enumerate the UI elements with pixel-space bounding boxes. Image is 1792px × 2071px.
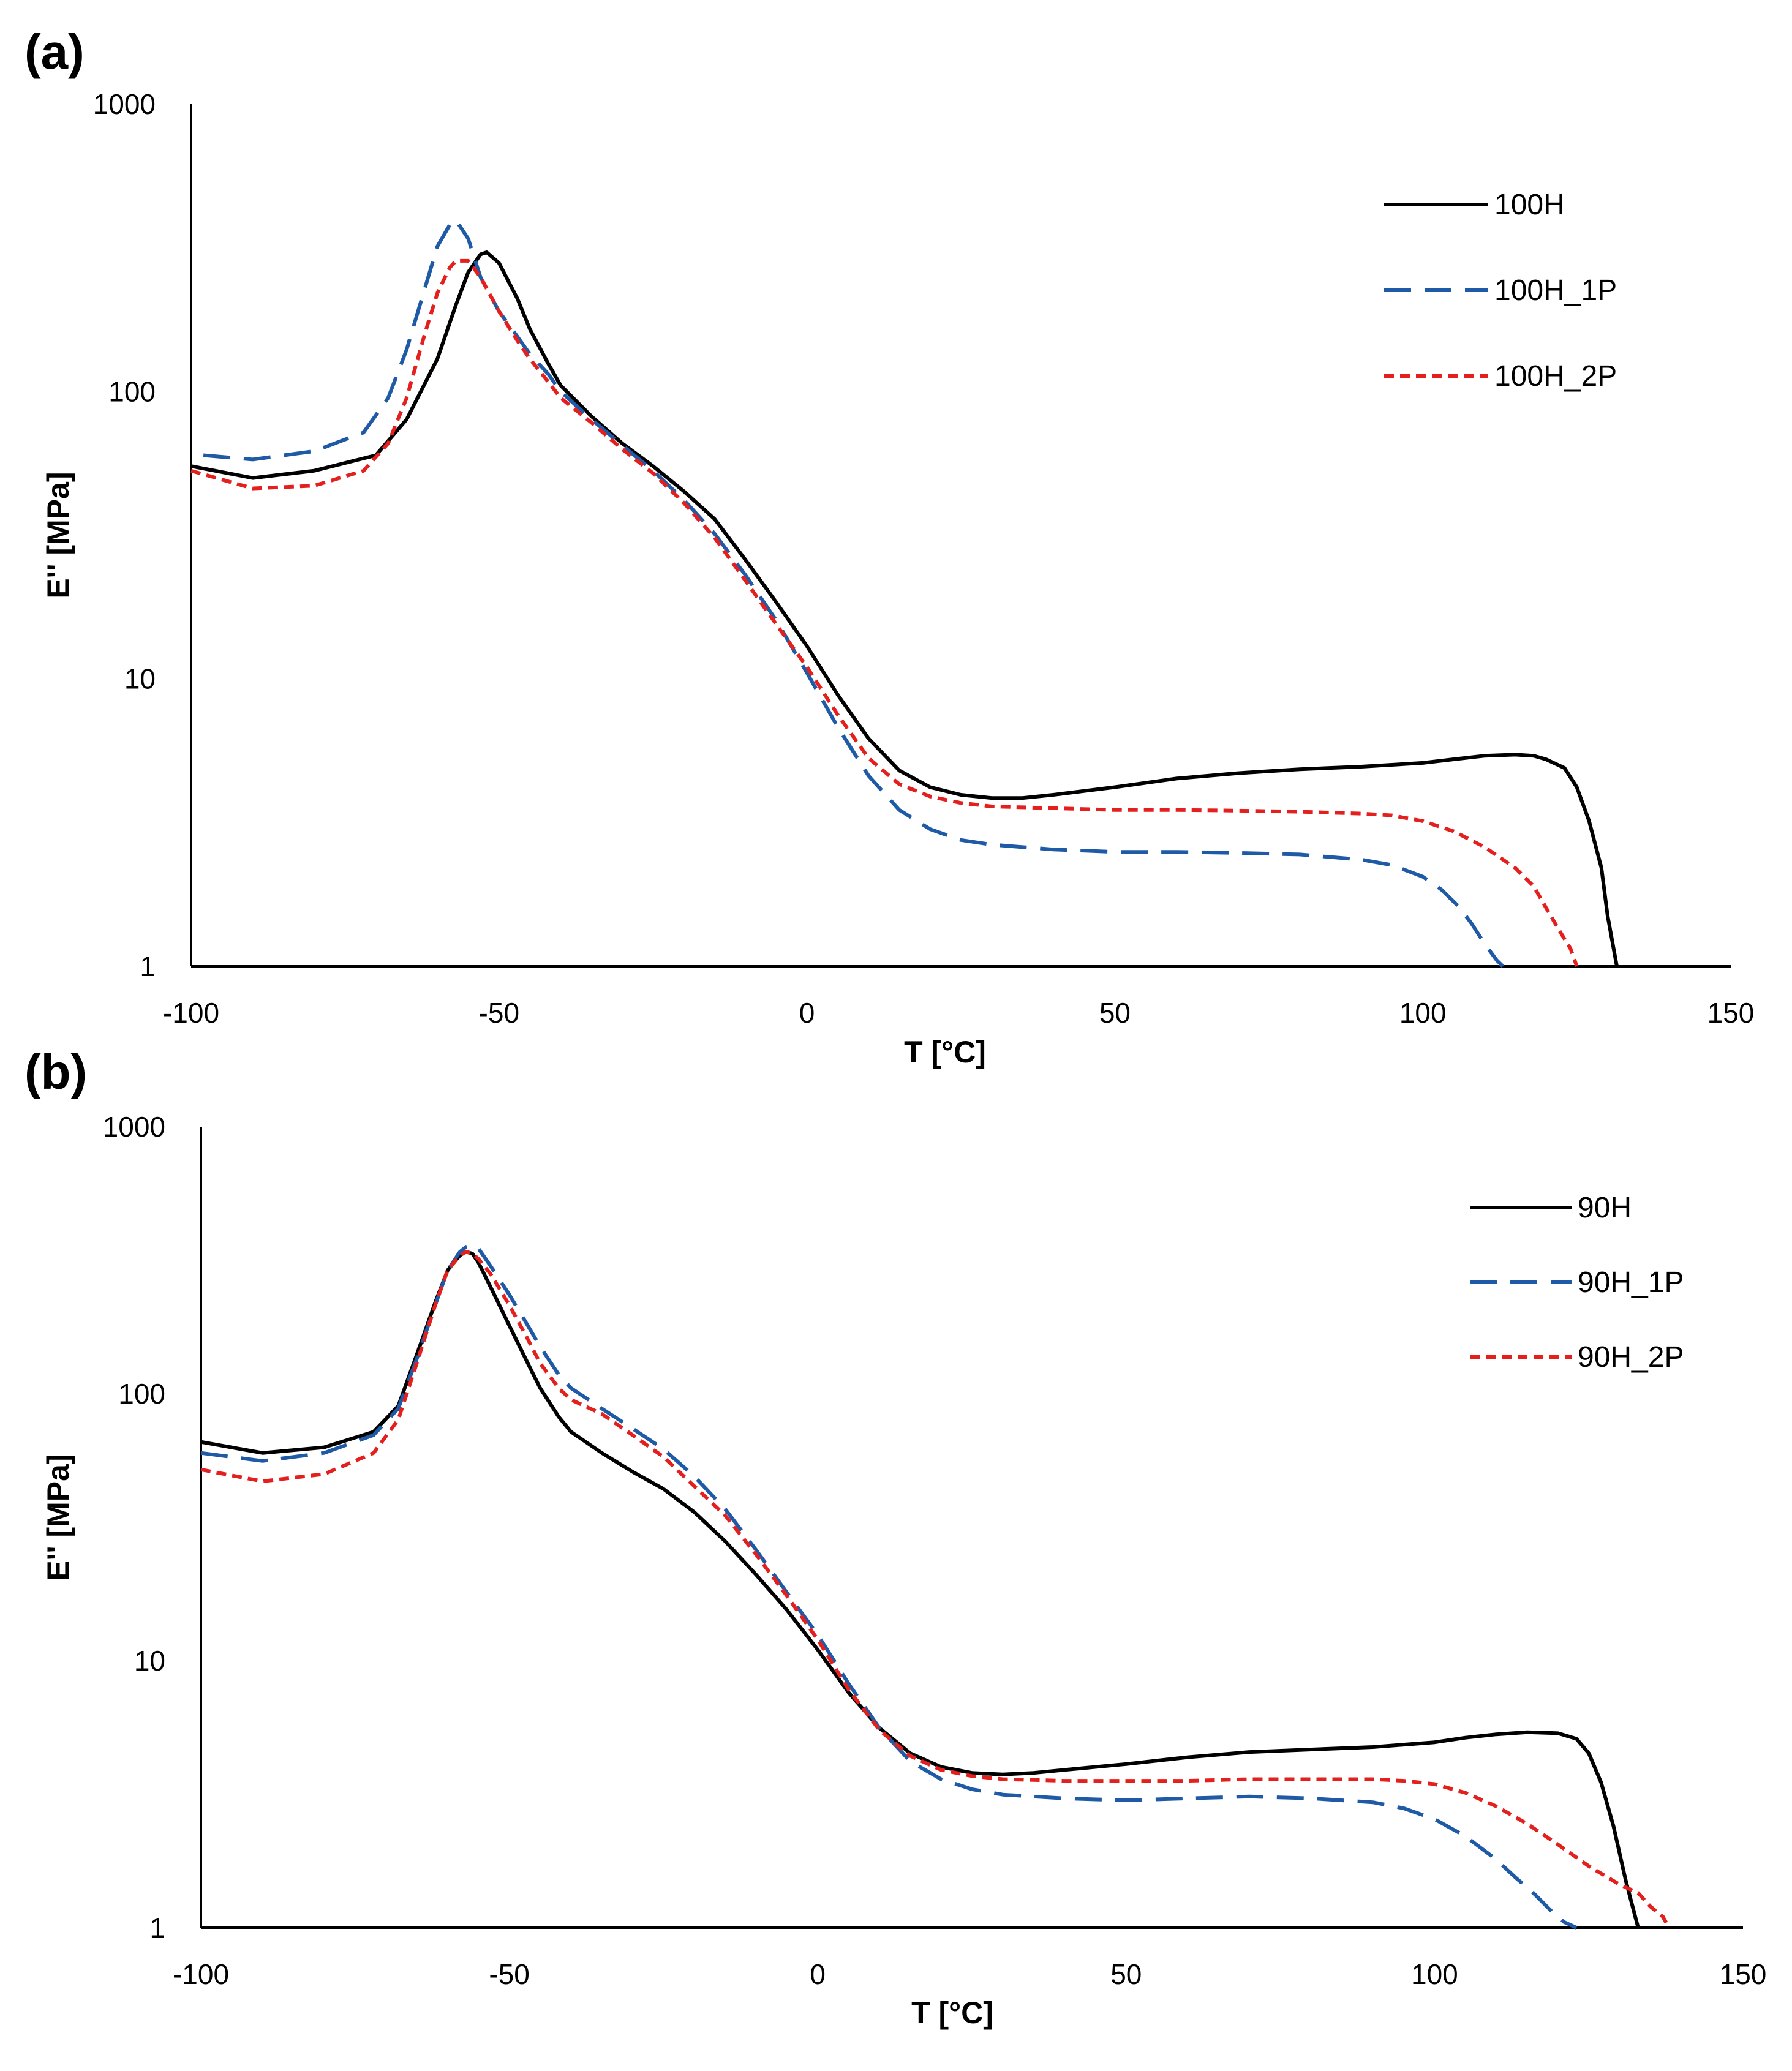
series-line-90h bbox=[200, 1250, 1640, 1928]
x-tick-label: -100 bbox=[163, 997, 219, 1029]
legend-label: 100H_1P bbox=[1494, 274, 1617, 307]
legend-label: 90H_1P bbox=[1578, 1266, 1684, 1299]
y-tick-label: 100 bbox=[118, 1378, 165, 1410]
legend-label: 100H bbox=[1494, 189, 1565, 221]
legend-item: 100H_1P bbox=[1384, 274, 1617, 307]
legend-item: 90H_1P bbox=[1470, 1266, 1684, 1299]
series-layer bbox=[200, 1243, 1671, 1930]
chart-panel-b: (b) -100 -50 0 50 100 150 1 10 100 1000 … bbox=[24, 1045, 1766, 2030]
x-axis-title: T [°C] bbox=[904, 1035, 986, 1069]
series-line-100h-2p bbox=[190, 258, 1579, 968]
chart-panel-a: (a) -100 -50 0 50 100 150 1 10 100 1000 … bbox=[24, 24, 1754, 1069]
x-axis-title: T [°C] bbox=[911, 1996, 993, 2030]
legend-item: 100H bbox=[1384, 189, 1565, 221]
series-line-100h-1p bbox=[203, 218, 1505, 968]
series-line-90h-1p bbox=[200, 1243, 1578, 1930]
legend-label: 90H_2P bbox=[1578, 1341, 1684, 1374]
legend-item: 100H_2P bbox=[1384, 360, 1617, 393]
x-tick-label: 100 bbox=[1411, 1958, 1458, 1990]
y-tick-label: 10 bbox=[134, 1645, 165, 1677]
x-tick-label: -50 bbox=[479, 997, 519, 1029]
legend-label: 100H_2P bbox=[1494, 360, 1617, 393]
x-tick-label: 100 bbox=[1399, 997, 1447, 1029]
x-tick-label: 50 bbox=[1110, 1958, 1142, 1990]
series-line-90h-2p bbox=[200, 1250, 1671, 1929]
x-tick-label: 150 bbox=[1707, 997, 1755, 1029]
x-tick-label: 150 bbox=[1720, 1958, 1767, 1990]
y-tick-label: 1 bbox=[140, 950, 156, 982]
y-axis-title: E'' [MPa] bbox=[41, 1454, 75, 1581]
legend-item: 90H_2P bbox=[1470, 1341, 1684, 1374]
x-tick-label: 0 bbox=[810, 1958, 826, 1990]
legend-item: 90H bbox=[1470, 1192, 1632, 1224]
x-tick-label: -100 bbox=[173, 1958, 229, 1990]
x-tick-label: -50 bbox=[489, 1958, 529, 1990]
y-axis-title: E'' [MPa] bbox=[41, 472, 75, 598]
y-tick-label: 1000 bbox=[103, 1111, 165, 1143]
series-layer bbox=[190, 218, 1619, 968]
y-tick-label: 100 bbox=[108, 375, 156, 407]
y-tick-label: 1000 bbox=[93, 88, 156, 120]
legend: 90H 90H_1P 90H_2P bbox=[1470, 1192, 1684, 1374]
x-tick-label: 0 bbox=[799, 997, 815, 1029]
series-line-100h bbox=[190, 250, 1619, 967]
x-tick-label: 50 bbox=[1099, 997, 1131, 1029]
legend: 100H 100H_1P 100H_2P bbox=[1384, 189, 1617, 393]
panel-label: (a) bbox=[24, 24, 85, 79]
y-tick-label: 1 bbox=[149, 1912, 165, 1944]
y-tick-label: 10 bbox=[124, 663, 156, 695]
panel-label: (b) bbox=[24, 1045, 87, 1099]
legend-label: 90H bbox=[1578, 1192, 1632, 1224]
